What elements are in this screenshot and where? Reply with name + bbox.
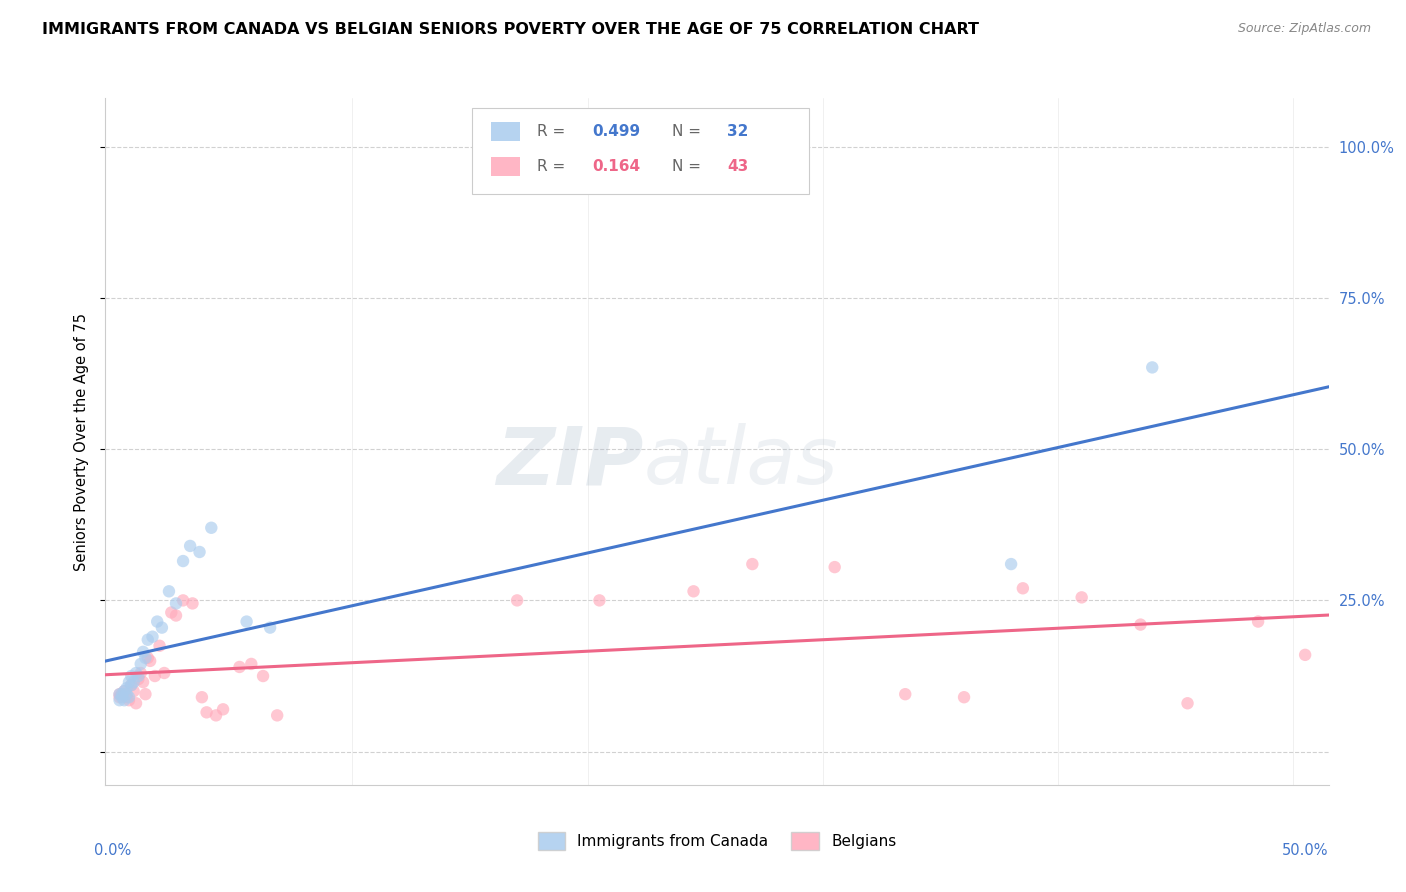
Point bbox=[108, 687, 131, 701]
Point bbox=[160, 606, 183, 620]
Point bbox=[129, 665, 152, 680]
Point bbox=[1247, 615, 1270, 629]
Point bbox=[212, 702, 235, 716]
Text: R =: R = bbox=[537, 159, 565, 174]
Y-axis label: Seniors Poverty Over the Age of 75: Seniors Poverty Over the Age of 75 bbox=[75, 312, 90, 571]
Point bbox=[228, 660, 250, 674]
Point bbox=[139, 654, 162, 668]
Point bbox=[127, 672, 149, 686]
Legend: Immigrants from Canada, Belgians: Immigrants from Canada, Belgians bbox=[531, 825, 903, 856]
Point bbox=[141, 630, 163, 644]
Point bbox=[148, 639, 170, 653]
Point bbox=[143, 669, 166, 683]
Point bbox=[118, 693, 141, 707]
Point bbox=[127, 669, 149, 683]
Text: IMMIGRANTS FROM CANADA VS BELGIAN SENIORS POVERTY OVER THE AGE OF 75 CORRELATION: IMMIGRANTS FROM CANADA VS BELGIAN SENIOR… bbox=[42, 22, 979, 37]
Point bbox=[1070, 591, 1092, 605]
Text: R =: R = bbox=[537, 124, 565, 139]
Point bbox=[953, 690, 976, 705]
Point bbox=[134, 687, 156, 701]
Text: 32: 32 bbox=[727, 124, 748, 139]
Point bbox=[824, 560, 846, 574]
Text: 0.499: 0.499 bbox=[592, 124, 640, 139]
Text: Source: ZipAtlas.com: Source: ZipAtlas.com bbox=[1237, 22, 1371, 36]
Bar bbox=[491, 156, 520, 176]
Point bbox=[1129, 617, 1152, 632]
Point bbox=[122, 675, 145, 690]
Point bbox=[108, 687, 131, 701]
Point bbox=[136, 651, 159, 665]
Text: 0.164: 0.164 bbox=[592, 159, 640, 174]
Point bbox=[240, 657, 263, 671]
Point bbox=[118, 675, 141, 690]
Point bbox=[179, 539, 201, 553]
Point bbox=[205, 708, 228, 723]
Point bbox=[153, 665, 176, 680]
Text: 50.0%: 50.0% bbox=[1282, 843, 1329, 858]
Point bbox=[112, 693, 135, 707]
Point bbox=[115, 690, 138, 705]
Text: N =: N = bbox=[672, 159, 700, 174]
Point bbox=[191, 690, 214, 705]
Point bbox=[125, 696, 148, 710]
Text: 43: 43 bbox=[727, 159, 748, 174]
Point bbox=[120, 669, 142, 683]
Point bbox=[111, 690, 134, 705]
Point bbox=[188, 545, 211, 559]
Point bbox=[134, 651, 156, 665]
Point bbox=[894, 687, 917, 701]
Point bbox=[1294, 648, 1316, 662]
Point bbox=[266, 708, 288, 723]
Point bbox=[165, 596, 187, 610]
Point bbox=[157, 584, 180, 599]
Point bbox=[120, 678, 142, 692]
Point bbox=[682, 584, 704, 599]
Text: atlas: atlas bbox=[644, 423, 838, 501]
Point bbox=[1142, 360, 1164, 375]
Point bbox=[118, 690, 141, 705]
Point bbox=[181, 596, 204, 610]
Point bbox=[252, 669, 274, 683]
Bar bbox=[491, 122, 520, 142]
Text: ZIP: ZIP bbox=[496, 423, 644, 501]
Point bbox=[115, 687, 138, 701]
Point bbox=[235, 615, 257, 629]
Point bbox=[129, 657, 152, 671]
Point bbox=[146, 615, 169, 629]
Point bbox=[172, 554, 194, 568]
Point bbox=[741, 557, 763, 571]
Point bbox=[1177, 696, 1199, 710]
Point bbox=[112, 684, 135, 698]
Point bbox=[111, 687, 134, 701]
Point bbox=[122, 684, 145, 698]
Point bbox=[150, 621, 173, 635]
Point bbox=[108, 690, 131, 705]
Text: 0.0%: 0.0% bbox=[94, 843, 131, 858]
Point bbox=[125, 665, 148, 680]
Point bbox=[132, 645, 155, 659]
Text: N =: N = bbox=[672, 124, 700, 139]
Point bbox=[108, 693, 131, 707]
Point bbox=[111, 687, 134, 701]
Point bbox=[200, 521, 222, 535]
Point bbox=[136, 632, 159, 647]
Point bbox=[132, 675, 155, 690]
Point bbox=[1000, 557, 1022, 571]
Point bbox=[165, 608, 187, 623]
FancyBboxPatch shape bbox=[472, 109, 808, 194]
Point bbox=[259, 621, 281, 635]
Point bbox=[120, 678, 142, 692]
Point bbox=[1011, 582, 1033, 596]
Point bbox=[506, 593, 529, 607]
Point bbox=[172, 593, 194, 607]
Point bbox=[195, 706, 218, 720]
Point bbox=[115, 681, 138, 695]
Point bbox=[588, 593, 610, 607]
Point bbox=[112, 684, 135, 698]
